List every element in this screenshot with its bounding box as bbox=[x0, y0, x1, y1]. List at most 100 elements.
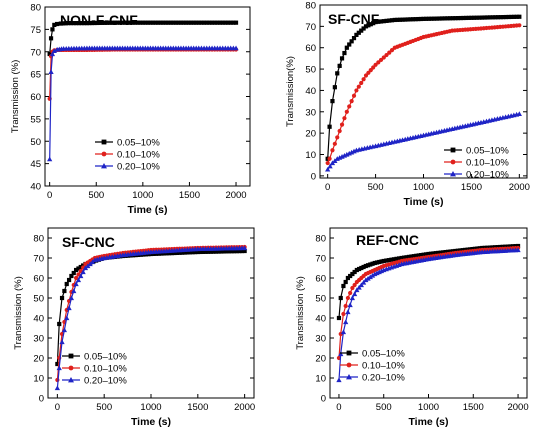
data-point bbox=[469, 15, 474, 20]
x-tick-label: 500 bbox=[368, 182, 384, 193]
data-point bbox=[330, 148, 335, 153]
y-tick-label: 30 bbox=[315, 334, 326, 345]
data-point bbox=[395, 17, 400, 22]
data-point bbox=[442, 16, 447, 21]
legend: 0.05–10%0.10–10%0.20–10% bbox=[95, 138, 160, 173]
data-point bbox=[389, 257, 394, 262]
data-point bbox=[89, 20, 95, 26]
data-point bbox=[376, 19, 381, 24]
legend-label: 0.05–10% bbox=[362, 349, 405, 360]
data-point bbox=[404, 255, 409, 260]
data-point bbox=[84, 21, 90, 26]
data-point bbox=[203, 249, 208, 254]
data-point bbox=[212, 20, 217, 25]
y-axis-label: Transmission (%) bbox=[13, 276, 24, 350]
data-point bbox=[161, 20, 166, 25]
y-tick-label: 40 bbox=[30, 182, 41, 193]
data-point bbox=[76, 21, 82, 26]
data-point bbox=[168, 20, 173, 25]
x-tick-label: 0 bbox=[336, 402, 341, 413]
data-point bbox=[185, 250, 190, 255]
data-point bbox=[426, 251, 431, 257]
data-point bbox=[78, 264, 83, 270]
data-point bbox=[47, 156, 53, 162]
y-tick-label: 80 bbox=[30, 3, 41, 14]
data-point bbox=[122, 20, 128, 25]
data-point bbox=[330, 99, 335, 104]
data-point bbox=[456, 16, 461, 21]
series-2 bbox=[325, 23, 522, 166]
y-tick-label: 70 bbox=[305, 22, 316, 33]
y-tick-label: 45 bbox=[30, 159, 41, 170]
data-point bbox=[371, 21, 376, 26]
legend-label: 0.10–10% bbox=[362, 361, 405, 372]
data-point bbox=[479, 15, 485, 20]
series-1 bbox=[325, 14, 522, 161]
data-point bbox=[325, 166, 331, 172]
data-point bbox=[517, 23, 522, 28]
data-point bbox=[411, 254, 416, 259]
y-tick-label: 70 bbox=[33, 254, 44, 265]
data-point bbox=[216, 249, 221, 254]
data-point bbox=[207, 20, 212, 25]
data-point bbox=[198, 249, 203, 255]
data-point bbox=[153, 20, 158, 25]
data-point bbox=[509, 14, 514, 20]
legend-marker bbox=[68, 353, 74, 359]
legend-label: 0.05–10% bbox=[117, 138, 160, 149]
data-point bbox=[503, 14, 509, 20]
data-point bbox=[221, 249, 226, 254]
legend-marker bbox=[346, 362, 352, 368]
chart-title: REF-CNC bbox=[356, 232, 419, 248]
data-point bbox=[424, 16, 429, 21]
data-point bbox=[102, 20, 107, 25]
data-point bbox=[421, 16, 426, 21]
data-point bbox=[354, 287, 360, 293]
y-tick-label: 40 bbox=[305, 86, 316, 97]
data-point bbox=[332, 141, 337, 146]
y-tick-label: 20 bbox=[305, 129, 316, 140]
data-point bbox=[78, 273, 84, 279]
x-tick-label: 500 bbox=[88, 190, 104, 201]
data-point bbox=[337, 128, 342, 134]
data-point bbox=[352, 282, 357, 288]
data-point bbox=[373, 19, 378, 25]
data-point bbox=[166, 20, 171, 25]
data-point bbox=[335, 71, 340, 76]
data-point bbox=[387, 18, 392, 23]
data-point bbox=[381, 55, 386, 60]
data-point bbox=[351, 36, 357, 41]
y-tick-label: 65 bbox=[30, 70, 41, 81]
data-point bbox=[92, 20, 97, 26]
data-point bbox=[448, 249, 453, 254]
data-point bbox=[350, 271, 355, 277]
data-point bbox=[387, 50, 392, 55]
data-point bbox=[339, 56, 345, 61]
data-point bbox=[511, 14, 517, 19]
data-point bbox=[217, 20, 223, 25]
data-point bbox=[361, 264, 366, 270]
data-point bbox=[368, 22, 373, 27]
data-point bbox=[389, 48, 395, 53]
data-point bbox=[414, 253, 419, 258]
x-tick-label: 2000 bbox=[234, 402, 255, 413]
data-point bbox=[357, 266, 362, 272]
data-point bbox=[234, 249, 239, 254]
data-point bbox=[76, 272, 81, 277]
data-point bbox=[434, 16, 439, 21]
y-tick-label: 10 bbox=[305, 150, 316, 161]
data-point bbox=[421, 252, 426, 257]
data-point bbox=[341, 283, 346, 289]
data-point bbox=[450, 16, 455, 21]
data-point bbox=[391, 257, 397, 262]
data-point bbox=[426, 16, 431, 21]
data-point bbox=[51, 48, 57, 53]
y-tick-label: 0 bbox=[321, 394, 326, 405]
data-point bbox=[376, 60, 381, 65]
y-tick-label: 80 bbox=[33, 234, 44, 245]
data-point bbox=[233, 20, 239, 25]
data-point bbox=[242, 248, 247, 254]
data-point bbox=[100, 20, 105, 25]
y-tick-label: 70 bbox=[315, 254, 326, 265]
y-axis-label: Transmission (%) bbox=[295, 276, 306, 350]
